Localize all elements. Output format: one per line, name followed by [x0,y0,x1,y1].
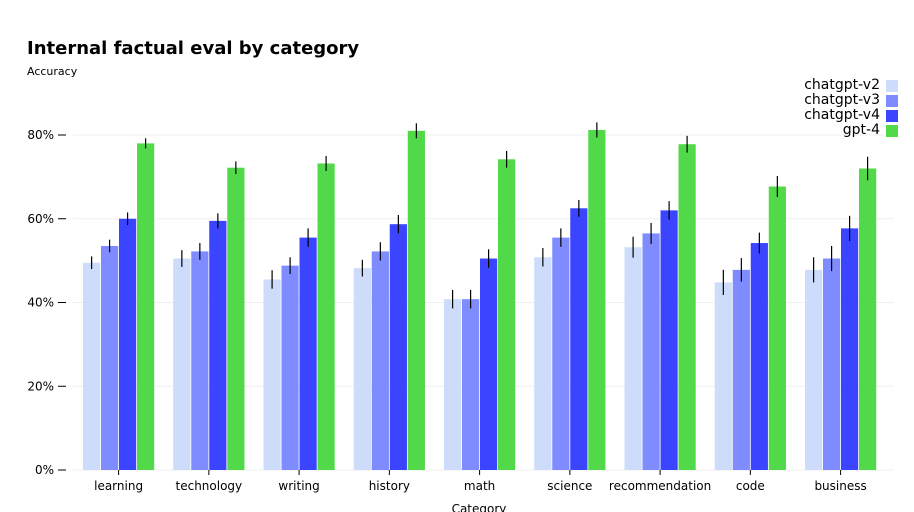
legend-label: chatgpt-v4 [804,107,880,123]
x-tick-label: technology [176,479,243,493]
bar-gpt-4-recommendation [678,144,696,470]
bar-chatgpt-v4-code [750,243,768,470]
bar-chatgpt-v2-business [805,269,823,470]
legend-item: chatgpt-v2 [804,78,898,93]
x-tick-label: science [547,479,592,493]
y-tick-label: 40% [27,296,54,310]
bar-chatgpt-v4-technology [209,220,227,470]
bar-chatgpt-v2-math [444,299,462,470]
legend-item: gpt-4 [804,123,898,138]
bar-chatgpt-v4-history [389,224,407,470]
x-tick-label: math [464,479,495,493]
bar-gpt-4-business [859,168,877,470]
x-tick-label: learning [94,479,143,493]
bar-chatgpt-v2-technology [173,258,191,470]
legend-item: chatgpt-v4 [804,108,898,123]
legend-swatch [886,79,898,92]
bar-chatgpt-v2-code [714,282,732,470]
bar-chatgpt-v3-history [371,251,389,470]
bar-chatgpt-v4-science [570,208,588,470]
bar-gpt-4-technology [227,167,245,470]
x-tick-label: recommendation [609,479,711,493]
bar-chatgpt-v4-writing [299,237,317,470]
x-tick-label: history [369,479,410,493]
y-tick-label: 20% [27,379,54,393]
legend-item: chatgpt-v3 [804,93,898,108]
legend: chatgpt-v2 chatgpt-v3 chatgpt-v4 gpt-4 [804,78,898,138]
bar-chatgpt-v4-business [841,228,859,470]
y-tick-label: 0% [35,463,54,477]
bar-gpt-4-math [498,159,516,470]
bar-chatgpt-v2-science [534,257,552,470]
bar-chatgpt-v2-history [353,268,371,470]
bar-chatgpt-v2-recommendation [624,247,642,470]
bar-chatgpt-v3-business [823,258,841,470]
bar-gpt-4-learning [137,143,155,470]
bar-chatgpt-v2-learning [83,262,101,470]
x-axis-label: Category [452,502,507,512]
bar-chatgpt-v3-science [552,237,570,470]
bar-gpt-4-history [407,130,425,470]
bar-chatgpt-v4-math [480,258,498,470]
legend-swatch [886,94,898,107]
bar-gpt-4-writing [317,163,335,470]
y-tick-label: 60% [27,212,54,226]
bar-chatgpt-v3-technology [191,251,209,470]
bar-chatgpt-v3-math [462,299,480,470]
x-tick-label: code [736,479,765,493]
y-axis-label: Accuracy [27,65,78,78]
legend-swatch [886,109,898,122]
bar-chatgpt-v4-recommendation [660,210,678,470]
chart-title: Internal factual eval by category [27,38,360,59]
bar-chatgpt-v4-learning [119,218,137,470]
bar-chatgpt-v3-writing [281,265,299,470]
y-tick-label: 80% [27,128,54,142]
legend-swatch [886,124,898,137]
bar-chatgpt-v3-learning [101,245,119,470]
x-tick-label: writing [278,479,319,493]
x-tick-label: business [814,479,866,493]
bar-gpt-4-science [588,129,606,470]
bar-chatgpt-v3-recommendation [642,233,660,470]
bar-chatgpt-v3-code [732,269,750,470]
bar-chatgpt-v2-writing [263,279,281,470]
legend-label: gpt-4 [842,122,880,138]
legend-label: chatgpt-v3 [804,92,880,108]
bar-gpt-4-code [768,186,786,470]
legend-label: chatgpt-v2 [804,77,880,93]
